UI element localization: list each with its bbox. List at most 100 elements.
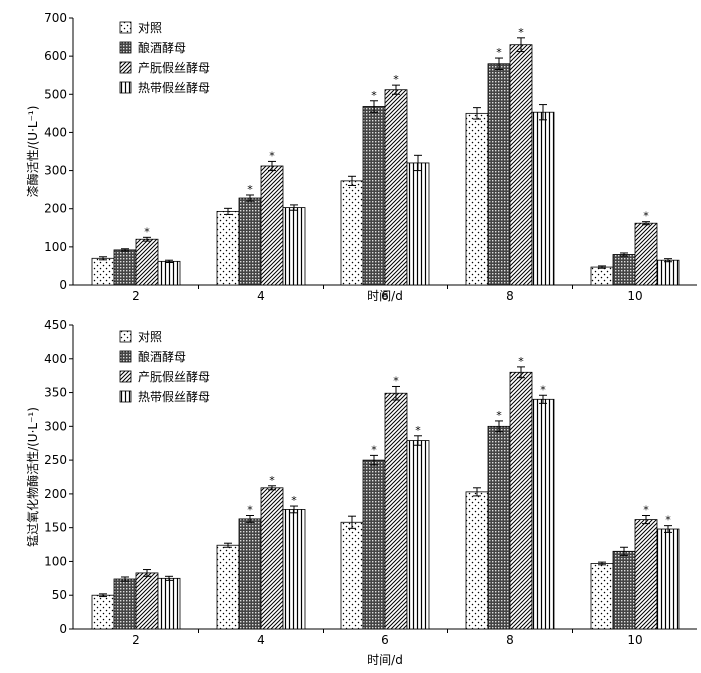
legend-swatch (119, 81, 132, 94)
chart-2: 0 50 100 150 200 250 300 350 400 450 2 4 6 8 10 时间/d 锰过氧… (25, 318, 697, 667)
x-axis-label: 时间/d (367, 289, 403, 303)
y-tick-label: 600 (44, 49, 67, 63)
y-tick-label: 350 (44, 386, 67, 400)
bar (465, 112, 489, 286)
y-axis-label: 漆酶活性/(U·L⁻¹) (25, 106, 40, 198)
legend-label: 对照 (138, 330, 162, 344)
bar (282, 207, 306, 286)
bar (406, 440, 430, 630)
bar (612, 254, 636, 286)
legend-label: 热带假丝酵母 (138, 81, 210, 95)
bar (157, 260, 181, 286)
y-tick-label: 100 (44, 240, 67, 254)
bar (135, 238, 159, 286)
significance-marker: * (643, 504, 649, 517)
legend-swatch (119, 21, 132, 34)
significance-marker: * (247, 504, 253, 517)
significance-marker: * (144, 225, 150, 238)
legend-label: 热带假丝酵母 (138, 390, 210, 404)
y-tick-label: 0 (59, 278, 67, 292)
significance-marker: * (415, 424, 421, 437)
y-tick-label: 400 (44, 352, 67, 366)
significance-marker: * (393, 374, 399, 387)
bar (634, 222, 658, 286)
bar (531, 398, 555, 630)
bar (590, 563, 614, 630)
x-tick-label: 8 (506, 633, 514, 647)
legend-swatch (119, 390, 132, 403)
significance-marker: * (496, 409, 502, 422)
x-tick-label: 6 (381, 289, 389, 303)
significance-marker: * (371, 89, 377, 102)
x-tick-label: 4 (257, 633, 265, 647)
legend-label: 对照 (138, 21, 162, 35)
y-tick-label: 300 (44, 419, 67, 433)
bar (362, 106, 386, 286)
bar (509, 44, 533, 286)
bar (509, 371, 533, 630)
legend-label: 酿酒酵母 (138, 349, 186, 364)
bar (216, 544, 240, 630)
bar (282, 509, 306, 630)
y-axis-label: 锰过氧化物酶活性/(U·L⁻¹) (25, 407, 40, 547)
bar (465, 491, 489, 630)
y-tick-label: 50 (52, 588, 67, 602)
significance-marker: * (269, 474, 275, 487)
significance-marker: * (269, 149, 275, 162)
x-tick-label: 6 (381, 633, 389, 647)
bar (406, 162, 430, 286)
legend-swatch (119, 330, 132, 343)
y-tick-label: 200 (44, 487, 67, 501)
legend-swatch (119, 41, 132, 54)
bar (612, 550, 636, 630)
x-tick-label: 10 (627, 633, 642, 647)
bar (91, 594, 115, 630)
y-tick-label: 450 (44, 318, 67, 332)
x-tick-label: 2 (132, 289, 140, 303)
y-tick-label: 300 (44, 164, 67, 178)
significance-marker: * (393, 73, 399, 86)
x-axis-label: 时间/d (367, 653, 403, 667)
significance-marker: * (291, 494, 297, 507)
bar (238, 518, 262, 630)
significance-marker: * (247, 183, 253, 196)
significance-marker: * (540, 383, 546, 396)
bar (91, 257, 115, 286)
significance-marker: * (371, 443, 377, 456)
legend-label: 酿酒酵母 (138, 40, 186, 55)
bar (362, 459, 386, 630)
bar (384, 89, 408, 286)
y-tick-label: 0 (59, 622, 67, 636)
legend-label: 产朊假丝酵母 (138, 370, 210, 384)
bar (340, 180, 364, 286)
bar (157, 577, 181, 630)
y-tick-label: 250 (44, 453, 67, 467)
y-tick-label: 150 (44, 521, 67, 535)
legend-swatch (119, 61, 132, 74)
bar (113, 578, 137, 630)
bar (634, 519, 658, 630)
x-tick-label: 2 (132, 633, 140, 647)
bar (487, 425, 511, 630)
significance-marker: * (518, 26, 524, 39)
significance-marker: * (496, 46, 502, 59)
y-tick-label: 500 (44, 87, 67, 101)
bar (238, 197, 262, 286)
x-tick-label: 4 (257, 289, 265, 303)
bar (260, 487, 284, 630)
bar (113, 249, 137, 286)
bar (656, 259, 680, 286)
bar (531, 111, 555, 286)
y-tick-label: 700 (44, 11, 67, 25)
bar (590, 266, 614, 286)
bar (216, 210, 240, 286)
significance-marker: * (518, 355, 524, 368)
legend-label: 产朊假丝酵母 (138, 61, 210, 75)
significance-marker: * (665, 514, 671, 527)
chart-1: 0 100 200 300 400 500 600 700 2 4 6 8 10 时间/d 漆酶活性/(U·… (25, 11, 697, 303)
bar (340, 521, 364, 630)
bar (260, 165, 284, 286)
bar (487, 63, 511, 286)
